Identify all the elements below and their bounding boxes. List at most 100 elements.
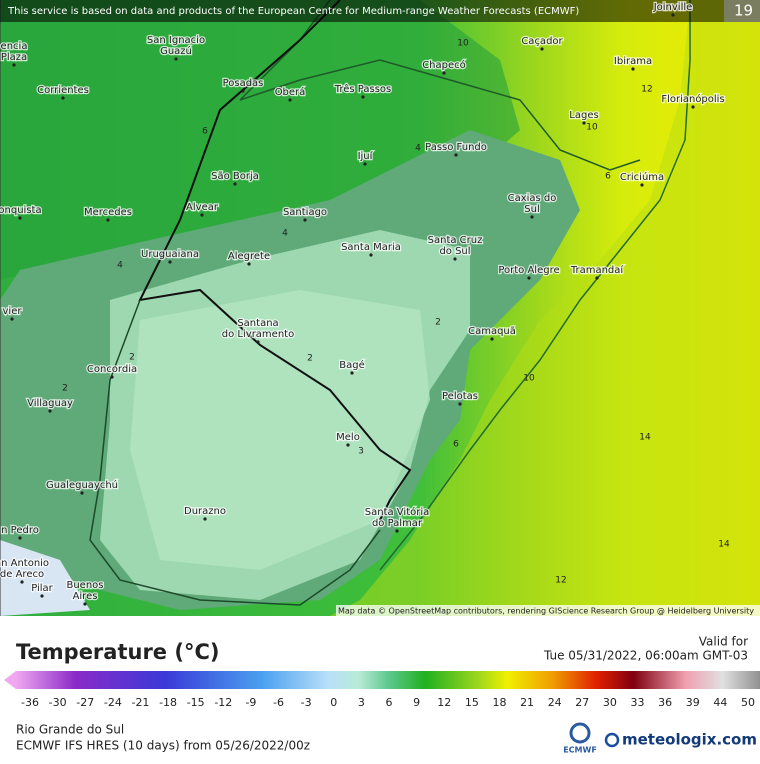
city-dot	[233, 182, 237, 186]
colorbar-tick-label: 6	[386, 696, 393, 709]
colorbar-tick-label: -36	[21, 696, 39, 709]
colorbar-tick-label: -9	[245, 696, 256, 709]
city-dot	[20, 580, 24, 584]
city-label: Pilar	[31, 583, 53, 594]
city-dot	[110, 375, 114, 379]
city-label: Criciúma	[620, 171, 664, 183]
valid-label: Valid for	[699, 635, 748, 649]
contour-label: 6	[453, 440, 459, 450]
colorbar	[16, 671, 760, 689]
city-label: Concordia	[87, 364, 137, 375]
colorbar-tick-label: -27	[76, 696, 94, 709]
city-dot	[61, 96, 65, 100]
city-dot	[395, 529, 399, 533]
city-label: do Palmar	[372, 518, 423, 529]
city-dot	[18, 536, 22, 540]
city-label: Ibirama	[614, 56, 652, 67]
legend-title: Temperature (°C)	[16, 640, 219, 664]
contour-label: 10	[586, 123, 598, 133]
contour-label: 4	[415, 144, 421, 154]
city-label: Porto Alegre	[498, 265, 559, 276]
city-label: Buenos	[66, 580, 103, 591]
contour-label: 12	[641, 85, 652, 95]
city-dot	[203, 517, 207, 521]
contour-label: 2	[129, 353, 135, 363]
city-label: Três Passos	[334, 83, 392, 95]
corner-value: 19	[734, 2, 753, 20]
city-label: Aires	[73, 591, 98, 602]
city-dot	[363, 162, 367, 166]
city-label: Santiago	[283, 207, 327, 218]
colorbar-tick-label: 3	[358, 696, 365, 709]
city-label: Corrientes	[37, 85, 89, 96]
colorbar-tick-label: 0	[330, 696, 337, 709]
region: Rio Grande do Sul	[16, 723, 124, 737]
city-dot	[582, 121, 586, 125]
city-dot	[288, 98, 292, 102]
city-dot	[241, 89, 245, 93]
city-dot	[174, 57, 178, 61]
city-label: an Antonio	[0, 558, 49, 569]
city-label: Sul	[524, 204, 539, 215]
colorbar-arrow	[4, 671, 16, 689]
city-dot	[540, 47, 544, 51]
city-label: Posadas	[223, 78, 264, 89]
city-dot	[350, 371, 354, 375]
city-label: Durazno	[184, 506, 226, 517]
city-dot	[442, 71, 446, 75]
colorbar-tick-label: 9	[413, 696, 420, 709]
city-dot	[595, 276, 599, 280]
city-label: Tramandaí	[570, 264, 625, 276]
city-label: Lages	[569, 110, 598, 121]
city-label: Caxias do	[508, 193, 557, 204]
colorbar-tick-label: 24	[548, 696, 562, 709]
city-dot	[631, 67, 635, 71]
colorbar-tick-label: 15	[465, 696, 479, 709]
brand: meteologix.com	[622, 731, 757, 749]
city-label: Villaguay	[27, 398, 73, 409]
city-label: n Pedro	[1, 525, 39, 536]
city-label: Passo Fundo	[425, 142, 487, 153]
city-label: vier	[3, 306, 23, 317]
city-label: San Ignacio	[147, 35, 205, 46]
city-dot	[83, 602, 87, 606]
city-dot	[106, 218, 110, 222]
ecmwf-icon	[569, 722, 591, 744]
contour-label: 10	[457, 39, 469, 49]
city-label: Joinville	[653, 2, 693, 13]
city-dot	[490, 337, 494, 341]
contour-label: 4	[282, 229, 288, 239]
colorbar-tick-label: -18	[159, 696, 177, 709]
city-label: Pelotas	[442, 391, 478, 402]
city-label: Ijuí	[358, 150, 374, 162]
city-dot	[458, 402, 462, 406]
city-label: Alvear	[186, 202, 219, 213]
city-label: Melo	[336, 432, 360, 443]
city-label: Santana	[237, 318, 278, 329]
city-dot	[256, 340, 260, 344]
colorbar-tick-label: -24	[104, 696, 122, 709]
colorbar-tick-label: -12	[214, 696, 232, 709]
city-label: de Areco	[0, 569, 44, 580]
city-dot	[671, 13, 675, 17]
city-label: Alegrete	[228, 251, 270, 262]
contour-label: 4	[117, 261, 123, 271]
city-label: Florianópolis	[661, 93, 724, 105]
city-dot	[303, 218, 307, 222]
colorbar-tick-label: -15	[187, 696, 205, 709]
contour-labels: 10 12 10 6 4 6 4 4 2 2 2 2 10 6 14 14 12 3	[62, 39, 730, 586]
city-label: do Livramento	[222, 329, 294, 340]
city-dot	[369, 253, 373, 257]
contour-label: 12	[555, 576, 566, 586]
contour-label: 2	[435, 318, 441, 328]
brand-icon	[604, 732, 620, 748]
city-label: Chapecó	[422, 59, 466, 71]
colorbar-tick-label: 33	[631, 696, 645, 709]
city-dot	[40, 594, 44, 598]
city-label: Santa Vitória	[365, 506, 430, 518]
city-labels: Joinville Caçador Chapecó Ibirama San Ignaci…	[0, 1, 726, 606]
contour-label: 14	[639, 433, 651, 443]
contour-label: 6	[605, 172, 611, 182]
colorbar-tick-label: 36	[658, 696, 672, 709]
